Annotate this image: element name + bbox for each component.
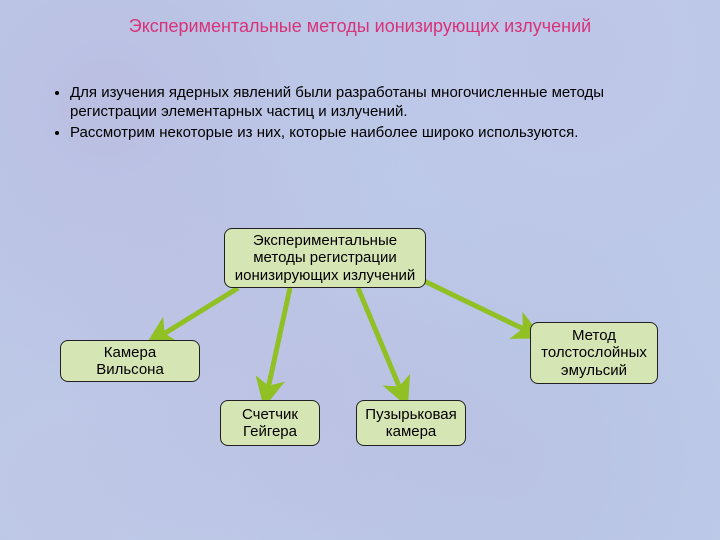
bullet-list: Для изучения ядерных явлений были разраб… [50,84,660,144]
node-geiger-counter: Счетчик Гейгера [220,400,320,446]
node-bubble-chamber: Пузырьковая камера [356,400,466,446]
node-wilson-chamber: Камера Вильсона [60,340,200,382]
node-root: Экспериментальные методы регистрации ион… [224,228,426,288]
node-thick-emulsion: Метод толстослойных эмульсий [530,322,658,384]
bullet-item: Рассмотрим некоторые из них, которые наи… [70,124,660,143]
bullet-item: Для изучения ядерных явлений были разраб… [70,84,660,122]
page-title: Экспериментальные методы ионизирующих из… [0,16,720,37]
